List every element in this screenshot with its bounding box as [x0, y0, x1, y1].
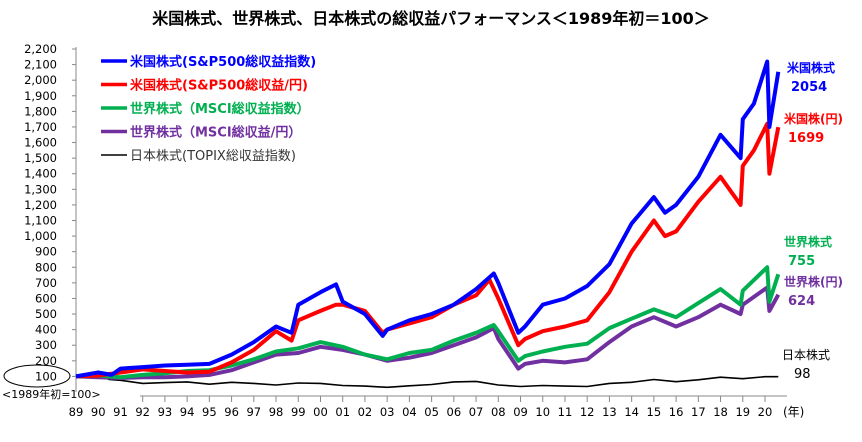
y-tick-label: 1,800 — [24, 104, 57, 118]
y-tick-label: 2,100 — [24, 58, 57, 72]
x-tick-label: 16 — [669, 405, 684, 419]
legend: 米国株式(S&P500総収益指数) 米国株式(S&P500総収益/円) 世界株式（M… — [101, 54, 316, 164]
x-tick-label: 10 — [535, 405, 550, 419]
x-tick-label: 00 — [313, 405, 328, 419]
x-tick-label: 18 — [713, 405, 728, 419]
chart-title: 米国株式、世界株式、日本株式の総収益パフォーマンス＜1989年初＝100＞ — [152, 9, 710, 28]
x-tick-label: 12 — [580, 405, 595, 419]
base-note: <1989年初=100> — [2, 387, 101, 401]
x-tick-label: 02 — [358, 405, 373, 419]
x-tick-label: 17 — [691, 405, 706, 419]
series-line — [75, 121, 781, 379]
y-tick-label: 1,500 — [24, 151, 57, 165]
legend-label: 米国株式(S&P500総収益指数) — [130, 54, 316, 70]
y-tick-label: 400 — [35, 323, 57, 337]
x-tick-label: 14 — [624, 405, 639, 419]
y-tick-label: 1,300 — [24, 182, 57, 196]
legend-label: 世界株式（MSCI総収益指数） — [130, 101, 310, 117]
y-tick-label: 800 — [35, 260, 57, 274]
y-tick-label: 1,400 — [24, 167, 57, 181]
y-tick-label: 2,200 — [24, 42, 57, 56]
x-tick-label: 01 — [335, 405, 350, 419]
x-tick-label: 03 — [380, 405, 395, 419]
x-tick-label: 06 — [447, 405, 462, 419]
x-tick-label: 95 — [202, 405, 217, 419]
x-tick-label: 08 — [491, 405, 506, 419]
y-tick-label: 700 — [35, 276, 57, 290]
series-line — [75, 285, 781, 380]
x-tick-label: 93 — [158, 405, 173, 419]
y-tick-label: 600 — [35, 291, 57, 305]
y-tick-label: 1,900 — [24, 89, 57, 103]
y-tick-label: 1,200 — [24, 198, 57, 212]
y-tick-label: 1,600 — [24, 136, 57, 150]
end-label-value: 755 — [788, 254, 815, 269]
y-tick-label: 500 — [35, 307, 57, 321]
y-tick-label: 300 — [35, 338, 57, 352]
end-label-name: 米国株式 — [787, 60, 835, 75]
legend-label: 世界株式（MSCI総収益/円） — [130, 125, 301, 141]
x-tick-label: 96 — [224, 405, 239, 419]
series-lines — [75, 59, 781, 389]
x-tick-label: 09 — [513, 405, 528, 419]
y-tick-label: 2,000 — [24, 73, 57, 87]
end-label-value: 624 — [788, 294, 815, 309]
y-tick-label: 100 — [35, 369, 57, 383]
end-label-name: 日本株式 — [782, 347, 830, 362]
x-tick-label: 13 — [602, 405, 617, 419]
x-tick-label: 07 — [469, 405, 484, 419]
x-tick-label: 97 — [246, 405, 261, 419]
base-100-marker — [3, 364, 71, 388]
x-tick-label: 91 — [113, 405, 128, 419]
x-tick-label: 04 — [402, 405, 417, 419]
legend-label: 日本株式(TOPIX総収益指数) — [130, 149, 296, 164]
legend-label: 米国株式(S&P500総収益/円) — [130, 78, 308, 94]
y-tick-label: 900 — [35, 245, 57, 259]
x-tick-label: 05 — [424, 405, 439, 419]
end-label-name: 世界株(円) — [784, 274, 843, 289]
x-tick-label: 89 — [69, 405, 84, 419]
end-label-value: 98 — [794, 367, 811, 382]
y-tick-label: 1,000 — [24, 229, 57, 243]
y-tick-label: 200 — [35, 354, 57, 368]
x-axis-label: (年) — [783, 405, 804, 419]
end-label-value: 1699 — [788, 131, 824, 146]
y-tick-label: 1,100 — [24, 214, 57, 228]
x-tick-label: 94 — [180, 405, 195, 419]
x-tick-label: 92 — [135, 405, 150, 419]
x-tick-label: 90 — [91, 405, 106, 419]
series-line — [75, 265, 781, 380]
x-tick-label: 15 — [647, 405, 662, 419]
x-tick-label: 20 — [758, 405, 773, 419]
x-tick-label: 11 — [558, 405, 573, 419]
x-tick-label: 98 — [269, 405, 284, 419]
series-line — [75, 373, 779, 389]
x-axis: 89 90 91 92 93 94 95 96 97 98 99 00 01 02 03 04 05 06 07 08… — [69, 395, 787, 419]
x-tick-label: 99 — [291, 405, 306, 419]
series-line — [75, 59, 781, 379]
end-label-name: 世界株式 — [784, 234, 832, 249]
end-label-name: 米国株(円) — [784, 111, 843, 126]
y-tick-label: 1,700 — [24, 120, 57, 134]
x-tick-label: 19 — [735, 405, 750, 419]
end-labels: 米国株式 2054 米国株(円) 1699 世界株式 755 世界株(円) 624 日本株式 98 — [782, 60, 843, 382]
end-label-value: 2054 — [791, 80, 827, 95]
